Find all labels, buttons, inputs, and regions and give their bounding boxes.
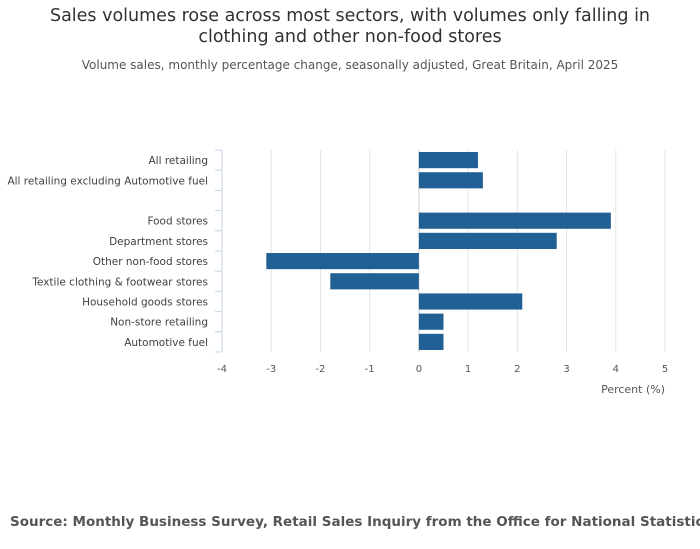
chart-title: Sales volumes rose across most sectors, …: [0, 6, 700, 48]
x-tick-label: 1: [465, 364, 471, 375]
category-label: Non-store retailing: [110, 317, 208, 329]
category-label: All retailing: [148, 155, 208, 167]
category-label: Food stores: [147, 216, 208, 228]
source-note: Source: Monthly Business Survey, Retail …: [10, 514, 700, 530]
category-label: Other non-food stores: [93, 256, 208, 268]
x-tick-label: 0: [416, 364, 422, 375]
category-label: All retailing excluding Automotive fuel: [7, 175, 208, 187]
chart-title-line-1: Sales volumes rose across most sectors, …: [49, 6, 651, 26]
bar: [266, 253, 419, 270]
x-tick-label: 5: [662, 364, 668, 375]
category-labels: All retailing All retailing excluding Aut…: [7, 155, 208, 349]
bar: [418, 152, 478, 169]
x-tick-label: 2: [514, 364, 520, 375]
x-tick-label: 3: [563, 364, 569, 375]
x-tick-label: -2: [315, 364, 325, 375]
category-label: Department stores: [109, 236, 208, 248]
category-label: Automotive fuel: [124, 337, 208, 349]
chart-title-line-2: clothing and other non-food stores: [198, 27, 502, 47]
bar: [418, 212, 611, 229]
bar: [418, 232, 557, 249]
category-axis: [215, 149, 223, 353]
bar: [418, 333, 444, 350]
x-tick-label: -4: [217, 364, 227, 375]
x-tick-label: 4: [613, 364, 619, 375]
category-label: Textile clothing & footwear stores: [31, 276, 208, 288]
x-tick-label: -3: [266, 364, 276, 375]
bar: [418, 313, 444, 330]
category-label: Household goods stores: [82, 297, 208, 309]
x-tick-label: -1: [365, 364, 375, 375]
bar: [330, 273, 419, 290]
bar: [418, 293, 523, 310]
x-axis-title: Percent (%): [601, 383, 665, 396]
chart-subtitle: Volume sales, monthly percentage change,…: [81, 58, 619, 72]
bar: [418, 172, 483, 189]
x-tick-labels: -4 -3 -2 -1 0 1 2 3 4 5: [217, 364, 668, 375]
bars: [266, 152, 611, 350]
